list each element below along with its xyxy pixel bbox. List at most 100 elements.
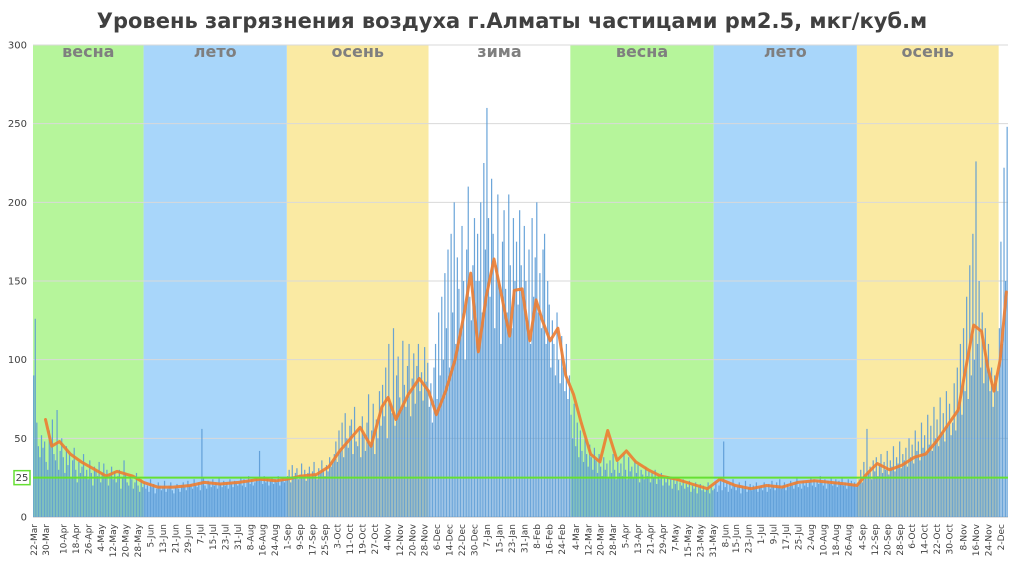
day-bar [343, 457, 345, 517]
day-bar [118, 469, 120, 517]
day-bar [177, 488, 180, 517]
day-bar [47, 469, 49, 517]
x-tick-label: 23-Jan [508, 524, 518, 553]
day-bar [149, 479, 152, 517]
day-bar [277, 476, 279, 517]
day-bar [762, 490, 764, 517]
day-bar [400, 410, 402, 517]
day-bar [34, 318, 36, 517]
day-bar [828, 483, 831, 517]
day-bar [889, 460, 891, 517]
day-bar [657, 476, 659, 517]
day-bar [240, 477, 242, 517]
day-bar [257, 480, 259, 517]
day-bar [263, 476, 265, 517]
day-bar [335, 441, 337, 517]
day-bar [793, 488, 795, 517]
day-bar [406, 365, 409, 517]
day-bar [674, 483, 677, 517]
day-bar [839, 483, 842, 517]
day-bar [961, 414, 963, 517]
day-bar [852, 485, 854, 517]
day-bar [51, 419, 54, 517]
day-bar [336, 461, 339, 517]
day-bar [547, 281, 549, 517]
day-bar [1006, 126, 1008, 518]
day-bar [651, 472, 653, 517]
day-bar [738, 482, 740, 517]
day-bar [923, 435, 926, 517]
chart-title: Уровень загрязнения воздуха г.Алматы час… [97, 9, 927, 33]
day-bar [925, 454, 927, 517]
day-bar [788, 487, 790, 517]
day-bar [238, 482, 240, 517]
day-bar [696, 493, 698, 517]
day-bar [601, 476, 603, 517]
day-bar [892, 446, 895, 517]
day-bar [383, 416, 385, 517]
day-bar [629, 471, 631, 517]
day-bar [832, 485, 834, 517]
day-bar [564, 391, 566, 517]
day-bar [746, 491, 748, 517]
day-bar [545, 343, 547, 517]
day-bar [936, 419, 938, 517]
day-bar [804, 485, 806, 517]
day-bar [765, 487, 767, 517]
day-bar [411, 378, 413, 517]
x-tick-label: 16-Aug [259, 524, 269, 556]
day-bar [914, 430, 916, 517]
day-bar [528, 249, 530, 518]
day-bar [93, 466, 96, 517]
day-bar [114, 471, 116, 517]
day-bar [799, 483, 801, 517]
day-bar [302, 476, 304, 517]
day-bar [512, 218, 515, 518]
day-bar [749, 483, 751, 517]
day-bar [519, 210, 521, 517]
day-bar [234, 480, 236, 517]
day-bar [216, 488, 219, 517]
day-bar [847, 479, 849, 517]
day-bar [620, 463, 622, 517]
day-bar [807, 487, 809, 517]
day-bar [899, 441, 901, 517]
day-bar [288, 469, 290, 517]
x-tick-label: 15-Jun [732, 524, 742, 553]
day-bar [352, 454, 354, 517]
day-bar [567, 399, 569, 517]
day-bar [498, 281, 501, 517]
day-bar [559, 383, 561, 517]
day-bar [419, 391, 421, 517]
day-bar [249, 483, 251, 517]
day-bar [131, 479, 133, 517]
day-bar [476, 233, 479, 518]
day-bar [262, 483, 264, 517]
day-bar [294, 472, 296, 517]
day-bar [268, 485, 270, 517]
day-bar [891, 466, 893, 517]
day-bar [347, 447, 349, 517]
day-bar [441, 296, 443, 517]
day-bar [207, 480, 209, 517]
day-bar [691, 485, 694, 517]
day-bar [187, 480, 189, 517]
season-label: лето [764, 42, 807, 61]
day-bar [364, 450, 367, 517]
day-bar [645, 466, 647, 517]
day-bar [148, 491, 150, 517]
x-tick-label: 20-Mar [597, 524, 607, 556]
day-bar [833, 482, 835, 517]
day-bar [156, 488, 158, 517]
day-bar [774, 490, 776, 517]
smoothed-line [44, 257, 1008, 491]
season-label: зима [477, 42, 521, 61]
day-bar [813, 479, 815, 517]
day-bar [452, 312, 454, 517]
day-bar [95, 469, 97, 517]
day-bar [224, 485, 226, 517]
day-bar [448, 367, 451, 517]
x-tick-label: 8-Nov [960, 523, 970, 550]
x-tick-label: 20-May [122, 523, 132, 557]
day-bar [612, 454, 614, 517]
